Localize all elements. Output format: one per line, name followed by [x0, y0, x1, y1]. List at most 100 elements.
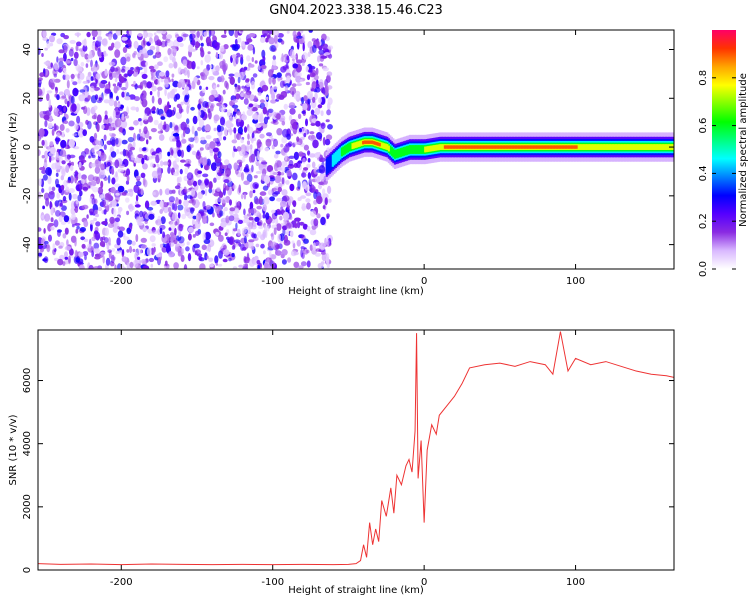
spectrogram-noise-cell	[148, 65, 155, 70]
spectrogram-signal-cell	[345, 144, 348, 154]
spectrogram-noise-cell	[255, 243, 260, 248]
spectrogram-signal-cell	[519, 145, 522, 149]
spectrogram-noise-cell	[259, 220, 263, 227]
spectrogram-noise-cell	[88, 155, 91, 159]
spectrogram-signal-cell	[652, 144, 655, 150]
spectrogram-noise-cell	[194, 220, 198, 227]
spectrogram-noise-cell	[233, 162, 238, 171]
spectrogram-noise-cell	[232, 150, 235, 158]
spectrogram-noise-cell	[280, 40, 285, 45]
spectrogram-signal-cell	[543, 145, 546, 149]
spectrogram-signal-cell	[469, 145, 472, 149]
spectrogram-noise-cell	[306, 225, 311, 232]
spectrogram-noise-cell	[95, 213, 99, 218]
spectrogram-noise-cell	[78, 155, 85, 163]
spectrogram-noise-cell	[289, 108, 296, 115]
spectrogram-noise-cell	[94, 230, 99, 235]
spectrogram-noise-cell	[69, 248, 74, 256]
spectrogram-noise-cell	[91, 115, 97, 120]
spectrogram-noise-cell	[85, 63, 89, 68]
spectrogram-noise-cell	[114, 264, 117, 269]
spectrogram-noise-cell	[168, 62, 174, 69]
spectrogram-noise-cell	[84, 254, 87, 261]
spectrogram-noise-cell	[91, 147, 95, 153]
spectrogram-noise-cell	[187, 253, 192, 262]
spectrogram-noise-cell	[228, 237, 234, 245]
spectrogram-noise-cell	[205, 135, 212, 140]
spectrogram-noise-cell	[255, 170, 263, 174]
spectrogram-noise-cell	[126, 227, 132, 235]
spectrogram-noise-cell	[160, 116, 166, 120]
spectrogram-noise-cell	[162, 202, 169, 208]
spectrogram-noise-cell	[80, 94, 85, 102]
spectrogram-noise-cell	[169, 189, 173, 195]
spectrogram-noise-cell	[320, 55, 328, 59]
spectrogram-signal-cell	[666, 144, 669, 150]
spectrogram-noise-cell	[328, 198, 332, 203]
spectrogram-noise-cell	[172, 160, 177, 168]
spectrogram-noise-cell	[194, 130, 198, 138]
spectrogram-noise-cell	[122, 128, 126, 136]
spectrogram-signal-cell	[524, 145, 527, 149]
spectrogram-noise-cell	[61, 95, 67, 99]
snr-y-tick-label: 0	[22, 567, 33, 573]
spectrogram-noise-cell	[62, 233, 67, 239]
spectrogram-signal-cell	[356, 141, 359, 148]
spectrogram-noise-cell	[209, 222, 215, 227]
spectrogram-signal-cell	[574, 145, 577, 149]
spectrogram-noise-cell	[238, 219, 243, 224]
spectrogram-noise-cell	[87, 243, 92, 249]
spectrogram-noise-cell	[83, 105, 88, 115]
spectrogram-noise-cell	[151, 243, 156, 247]
spectrogram-noise-cell	[143, 154, 148, 160]
spectrogram-noise-cell	[134, 83, 138, 90]
spectrogram-noise-cell	[307, 158, 311, 163]
spectrogram-signal-cell	[655, 144, 658, 150]
spectrogram-noise-cell	[303, 132, 307, 138]
spectrogram-noise-cell	[192, 115, 198, 125]
spectrogram-noise-cell	[179, 42, 184, 48]
spectrogram-noise-cell	[313, 74, 319, 81]
spectrogram-signal-cell	[510, 145, 513, 149]
spectrogram-y-tick-label: 0	[22, 144, 33, 150]
spectrogram-noise-cell	[318, 49, 325, 55]
spectrogram-noise-cell	[38, 252, 42, 257]
spectrogram-noise-cell	[198, 118, 205, 128]
spectrogram-signal-cell	[631, 144, 634, 150]
spectrogram-noise-cell	[252, 182, 259, 190]
spectrogram-noise-cell	[154, 40, 159, 46]
spectrogram-noise-cell	[109, 216, 115, 224]
spectrogram-noise-cell	[59, 124, 65, 131]
spectrogram-noise-cell	[138, 118, 142, 122]
spectrogram-signal-cell	[522, 145, 525, 149]
spectrogram-noise-cell	[252, 73, 258, 78]
spectrogram-noise-cell	[86, 214, 89, 219]
spectrogram-noise-cell	[262, 30, 269, 36]
spectrogram-noise-cell	[59, 254, 65, 260]
spectrogram-noise-cell	[266, 165, 274, 173]
spectrogram-noise-cell	[183, 128, 186, 138]
spectrogram-noise-cell	[192, 215, 197, 220]
spectrogram-signal-cell	[492, 145, 495, 149]
spectrogram-signal-cell	[607, 144, 610, 150]
spectrogram-noise-cell	[309, 72, 316, 78]
spectrogram-noise-cell	[133, 120, 139, 126]
spectrogram-noise-cell	[146, 49, 154, 56]
spectrogram-noise-cell	[143, 119, 149, 125]
spectrogram-noise-cell	[66, 239, 69, 247]
spectrogram-noise-cell	[253, 148, 258, 157]
spectrogram-noise-cell	[289, 230, 294, 238]
spectrogram-signal-cell	[386, 144, 389, 150]
spectrogram-noise-cell	[288, 155, 295, 159]
spectrogram-noise-cell	[127, 39, 132, 47]
spectrogram-noise-cell	[281, 120, 286, 126]
spectrogram-noise-cell	[187, 233, 192, 241]
spectrogram-noise-cell	[260, 112, 264, 119]
spectrogram-noise-cell	[101, 221, 108, 225]
spectrogram-noise-cell	[87, 95, 91, 100]
spectrogram-signal-cell	[596, 144, 599, 150]
spectrogram-noise-cell	[148, 257, 155, 263]
spectrogram-noise-cell	[179, 168, 183, 175]
spectrogram-signal-cell	[477, 145, 480, 149]
spectrogram-noise-cell	[322, 67, 329, 72]
